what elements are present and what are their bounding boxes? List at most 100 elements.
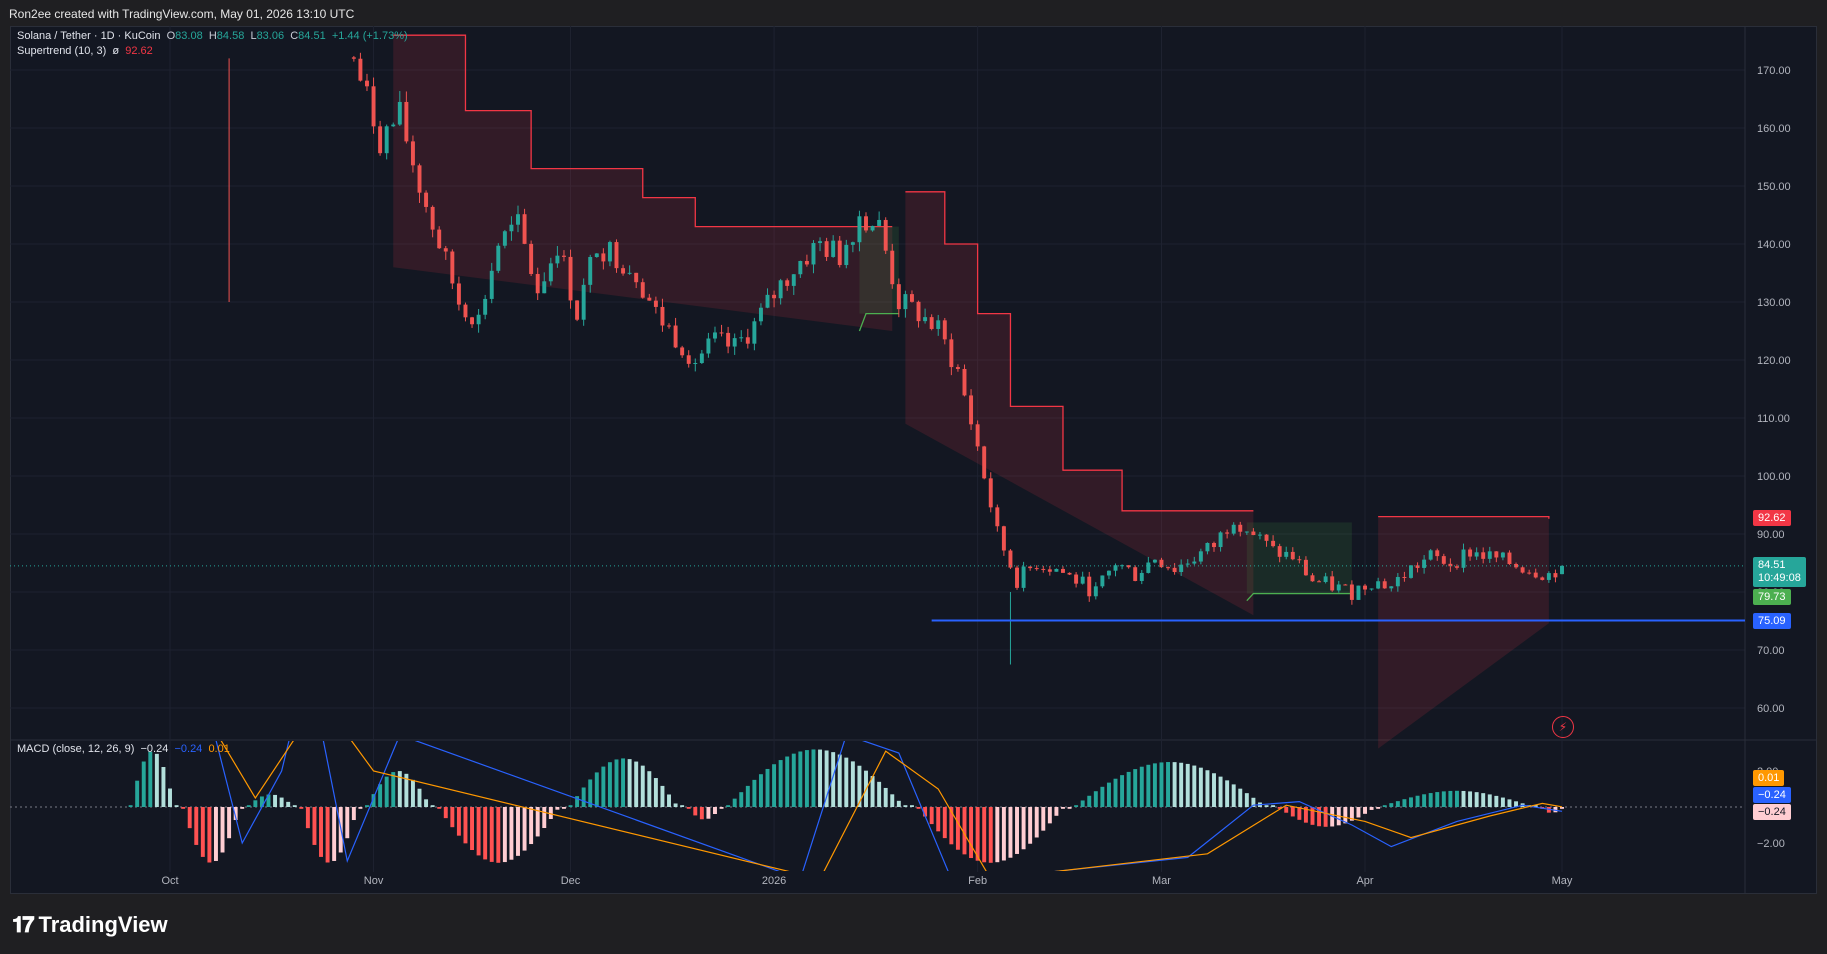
supertrend-symbol: ø (112, 45, 120, 57)
candle-body (693, 362, 698, 364)
macd-histogram-bar (1008, 807, 1013, 858)
macd-tick-label: −2.00 (1757, 838, 1785, 850)
macd-histogram-bar (1533, 805, 1538, 807)
macd-histogram-bar (857, 765, 862, 807)
candle-body (581, 284, 586, 320)
candle-body (1231, 524, 1236, 534)
supertrend-downtrend-fill (1378, 516, 1549, 749)
candle-body (1047, 569, 1052, 572)
candle-body (1205, 542, 1210, 552)
candle-body (1389, 586, 1394, 589)
candle-body (391, 124, 396, 127)
price-tick-label: 120.00 (1757, 355, 1791, 367)
close-value: 84.51 (298, 30, 326, 42)
macd-histogram-bar (903, 805, 908, 807)
candle-body (647, 297, 652, 301)
macd-histogram-bar (614, 759, 619, 807)
supertrend-downtrend-fill (905, 191, 1254, 616)
candle-body (1238, 524, 1243, 532)
candle-body (601, 253, 606, 262)
macd-histogram-bar (1185, 763, 1190, 807)
macd-signal-line (220, 741, 1563, 871)
candle-body (949, 339, 954, 368)
macd-histogram-bar (581, 787, 586, 807)
macd-histogram-bar (430, 805, 435, 807)
chart-frame[interactable] (10, 26, 1817, 894)
macd-histogram-bar (548, 807, 553, 820)
candle-body (1428, 550, 1433, 560)
macd-histogram-bar (1500, 797, 1505, 807)
candle-body (1074, 574, 1079, 584)
macd-histogram-bar (240, 807, 245, 809)
macd-histogram-bar (798, 751, 803, 807)
candle-body (864, 216, 868, 231)
macd-histogram-bar (1113, 778, 1118, 807)
candle-body (818, 241, 823, 244)
candle-body (1126, 565, 1131, 568)
time-tick-label: Dec (561, 875, 581, 887)
candle-body (1271, 540, 1276, 547)
price-tick-label: 150.00 (1757, 181, 1791, 193)
macd-histogram-bar (483, 807, 488, 860)
candle-body (1376, 581, 1381, 589)
macd-histogram-bar (713, 807, 717, 815)
candle-body (962, 368, 967, 396)
macd-histogram-bar (1402, 799, 1407, 807)
candle-body (739, 337, 744, 339)
candle-body (1166, 567, 1171, 569)
macd-legend[interactable]: MACD (close, 12, 26, 9) −0.24 −0.24 0.01 (17, 743, 230, 755)
macd-histogram-bar (1034, 807, 1039, 838)
candle-body (496, 245, 501, 271)
candle-body (1001, 526, 1006, 551)
supertrend-downtrend-line (393, 34, 893, 228)
candle-body (1409, 565, 1413, 578)
macd-histogram-bar (1001, 807, 1006, 861)
supertrend-downtrend-line (1378, 515, 1550, 519)
macd-histogram-bar (969, 807, 974, 859)
candle-body (1212, 542, 1216, 548)
macd-histogram-bar (319, 807, 323, 857)
supertrend-uptrend-line (1246, 592, 1352, 602)
candle-body (1474, 552, 1479, 557)
macd-histogram-bar (1126, 771, 1131, 807)
macd-histogram-bar (1028, 807, 1033, 844)
macd-histogram-bar (266, 794, 271, 807)
macd-histogram-bar (929, 807, 934, 825)
candle-body (1015, 567, 1019, 588)
candle-body (785, 280, 790, 286)
candle-body (1257, 534, 1262, 536)
macd-histogram-bar (351, 807, 356, 821)
macd-histogram-bar (509, 807, 514, 860)
macd-histogram-bar (1106, 782, 1111, 807)
macd-histogram-bar (818, 749, 823, 807)
tradingview-logo-icon: 𝟏𝟕 (12, 912, 35, 937)
macd-histogram-bar (673, 803, 678, 807)
candle-body (988, 478, 993, 508)
candle-body (1100, 575, 1105, 587)
candle-body (1507, 552, 1512, 565)
candle-body (1349, 584, 1354, 600)
macd-histogram-bar (1080, 800, 1085, 807)
macd-histogram-bar (1343, 807, 1348, 824)
candle-body (588, 256, 593, 285)
macd-line (215, 741, 1563, 871)
macd-histogram-bar (680, 805, 685, 807)
symbol-name[interactable]: Solana / Tether · 1D · KuCoin (17, 30, 161, 42)
candle-body (1382, 581, 1387, 589)
macd-histogram-bar (246, 805, 251, 807)
supertrend-legend[interactable]: Supertrend (10, 3) ø 92.62 (17, 45, 153, 57)
macd-histogram-bar (909, 805, 914, 807)
tradingview-logo[interactable]: 𝟏𝟕 TradingView (12, 912, 168, 938)
candle-body (1303, 559, 1308, 576)
candle-body (1041, 568, 1046, 570)
candle-body (995, 507, 1000, 527)
supertrend-price-badge: 92.62 (1753, 510, 1791, 526)
macd-histogram-bar (877, 781, 882, 807)
macd-histogram-bar (1349, 807, 1354, 821)
candle-body (614, 242, 619, 269)
macd-histogram-bar (824, 750, 829, 807)
macd-histogram-bar (942, 807, 947, 839)
lightning-bolt-icon[interactable]: ⚡ (1552, 716, 1574, 738)
candle-body (1448, 563, 1453, 567)
